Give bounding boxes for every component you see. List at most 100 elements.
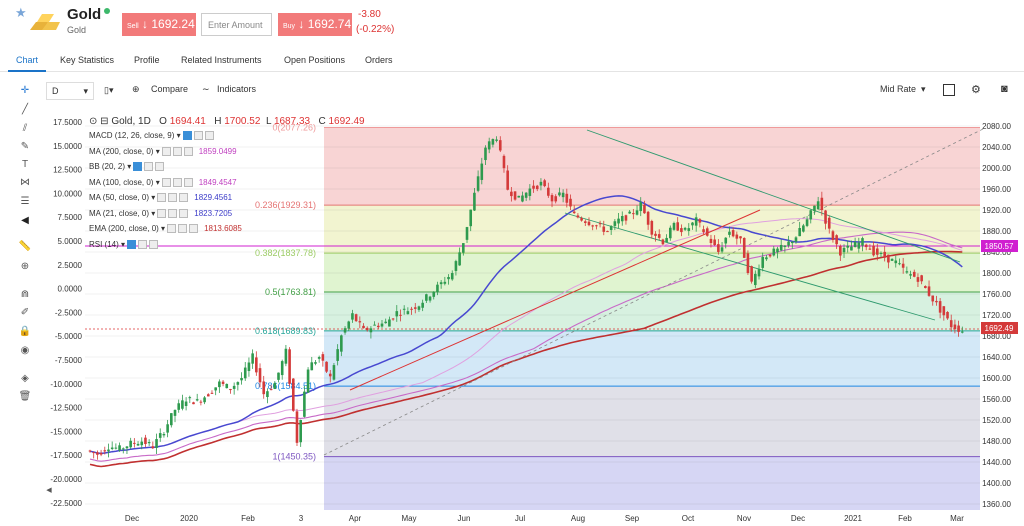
lock-icon[interactable]: 🔒: [18, 326, 32, 337]
candle-body: [924, 286, 927, 289]
eye-icon[interactable]: ◉: [20, 345, 30, 356]
chevron-down-icon[interactable]: ▾: [174, 131, 181, 140]
settings-icon[interactable]: [161, 146, 171, 156]
tab-related-instruments[interactable]: Related Instruments: [181, 55, 262, 65]
chart-type-select[interactable]: ▯▾: [99, 82, 127, 100]
sell-button[interactable]: Sell ↓ 1692.24: [122, 13, 196, 36]
fibonacci-icon[interactable]: ☰: [20, 196, 30, 207]
price-axis-label: 1400.00: [982, 479, 1011, 488]
remove-icon[interactable]: [179, 208, 189, 218]
collapse-panel-icon[interactable]: ◀: [46, 487, 52, 494]
price-change-pct: (-0.22%): [356, 24, 395, 35]
trendline: [349, 209, 761, 391]
series-visibility-icon[interactable]: ⊟: [100, 116, 109, 127]
chevron-down-icon[interactable]: ▾: [125, 162, 132, 171]
chevron-down-icon[interactable]: ▾: [149, 193, 156, 202]
chevron-down-icon[interactable]: ▾: [153, 146, 160, 156]
remove-icon[interactable]: [189, 224, 199, 234]
indicator-legend-row[interactable]: MA (100, close, 0) ▾ 1849.4547: [89, 178, 237, 187]
back-arrow-icon[interactable]: ◀: [21, 215, 29, 226]
settings-icon[interactable]: [182, 131, 192, 141]
remove-icon[interactable]: [204, 131, 214, 141]
draw-mode-icon[interactable]: ✐: [20, 307, 30, 318]
trendline-icon[interactable]: ╱: [21, 104, 29, 115]
indicator-legend-row[interactable]: MA (50, close, 0) ▾ 1829.4561: [89, 193, 232, 203]
ruler-icon[interactable]: 📏: [18, 241, 32, 252]
pattern-icon[interactable]: ⋈: [20, 177, 30, 188]
candle-body: [221, 381, 225, 384]
tab-chart[interactable]: Chart: [16, 55, 39, 65]
candle-body: [824, 210, 827, 224]
visibility-icon[interactable]: [138, 239, 148, 249]
tab-key-statistics[interactable]: Key Statistics: [60, 55, 115, 65]
settings-icon[interactable]: [167, 224, 177, 234]
candle-body: [158, 433, 162, 438]
visibility-icon[interactable]: [178, 224, 188, 234]
chevron-down-icon[interactable]: ▾: [118, 239, 126, 249]
indicator-legend-row[interactable]: MACD (12, 26, close, 9) ▾: [89, 131, 214, 141]
amount-input[interactable]: Enter Amount: [201, 13, 272, 36]
remove-icon[interactable]: [155, 162, 165, 172]
compare-button[interactable]: Compare: [151, 84, 189, 94]
settings-icon[interactable]: [133, 162, 143, 172]
indicators-button[interactable]: Indicators: [217, 84, 257, 94]
remove-icon[interactable]: [149, 239, 159, 249]
zoom-in-icon[interactable]: ⊕: [20, 261, 30, 272]
compare-icon[interactable]: ⊕: [132, 84, 140, 94]
settings-icon[interactable]: [127, 239, 137, 249]
interval-select[interactable]: D ▾: [46, 82, 94, 100]
candle-body: [572, 211, 576, 214]
indicator-legend-row[interactable]: MA (200, close, 0) ▾ 1859.0499: [89, 147, 237, 156]
channel-icon[interactable]: ⫽: [22, 123, 28, 134]
favorite-star-icon[interactable]: ★: [15, 5, 27, 20]
visibility-icon[interactable]: [172, 146, 182, 156]
settings-icon[interactable]: [161, 177, 171, 187]
tab-orders[interactable]: Orders: [365, 55, 393, 65]
indicator-legend-row[interactable]: MA (21, close, 0) ▾ 1823.7205: [89, 209, 232, 218]
tab-open-positions[interactable]: Open Positions: [284, 55, 346, 65]
price-axis-label: 1440.00: [982, 458, 1011, 467]
chevron-down-icon[interactable]: ▾: [149, 208, 156, 218]
indicator-legend-row[interactable]: EMA (200, close, 0) ▾ 1813.6085: [89, 224, 242, 234]
visibility-icon[interactable]: [144, 162, 154, 172]
buy-button[interactable]: Buy ↓ 1692.74: [278, 13, 352, 36]
chevron-down-icon[interactable]: ▾: [158, 224, 166, 233]
price-mode-select[interactable]: Mid Rate: [880, 84, 917, 94]
layers-icon[interactable]: ◈: [21, 373, 29, 384]
crosshair-icon[interactable]: ✛: [20, 85, 30, 96]
candle-body: [303, 391, 306, 417]
indicator-label: MA (200, close, 0): [89, 146, 154, 156]
indicator-legend-row[interactable]: RSI (14) ▾: [89, 239, 159, 249]
camera-icon[interactable]: ◙: [1001, 83, 1008, 95]
fullscreen-button[interactable]: [943, 84, 955, 96]
candle-body: [498, 140, 502, 151]
collapse-legend-icon[interactable]: ⊙: [89, 116, 98, 127]
text-tool-icon[interactable]: T: [21, 159, 29, 170]
magnet-icon[interactable]: ⋒: [20, 289, 30, 300]
remove-icon[interactable]: [183, 177, 193, 187]
candlestick-icon: ▯▾: [104, 85, 114, 95]
remove-icon[interactable]: [183, 146, 193, 156]
indicator-legend-row[interactable]: BB (20, 2) ▾: [89, 162, 165, 172]
indicator-label: MACD (12, 26, close, 9): [89, 131, 175, 140]
settings-icon[interactable]: [157, 193, 167, 203]
settings-icon[interactable]: [157, 208, 167, 218]
remove-icon[interactable]: [179, 193, 189, 203]
visibility-icon[interactable]: [168, 193, 178, 203]
indicators-icon[interactable]: ∼: [202, 84, 210, 94]
candle-body: [92, 452, 95, 454]
tab-profile[interactable]: Profile: [134, 55, 160, 65]
visibility-icon[interactable]: [172, 177, 182, 187]
pen-icon[interactable]: ✎: [20, 141, 30, 152]
settings-gear-icon[interactable]: ⚙: [971, 84, 981, 96]
candle-body: [280, 361, 284, 376]
chevron-down-icon[interactable]: ▾: [153, 177, 160, 187]
candle-body: [506, 170, 509, 190]
visibility-icon[interactable]: [193, 131, 203, 141]
candle-body: [827, 217, 831, 229]
visibility-icon[interactable]: [168, 208, 178, 218]
candle-body: [107, 449, 110, 452]
candle-body: [439, 282, 443, 285]
trash-icon[interactable]: 🗑: [18, 391, 32, 402]
